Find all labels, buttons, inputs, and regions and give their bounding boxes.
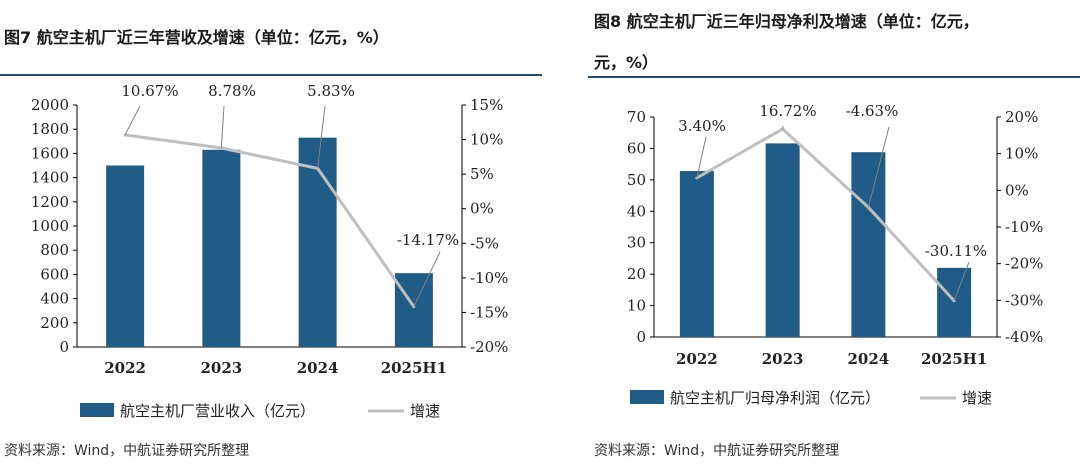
right-y-tick-label: -15% bbox=[470, 303, 508, 321]
data-label: -14.17% bbox=[397, 231, 459, 249]
left-title-rule bbox=[0, 74, 542, 76]
left-y-tick-label: 30 bbox=[627, 234, 646, 252]
data-label: -4.63% bbox=[846, 102, 899, 120]
legend-bar-label: 航空主机厂归母净利润（亿元） bbox=[670, 389, 880, 407]
data-label: 3.40% bbox=[678, 117, 726, 135]
data-label-leader bbox=[953, 261, 970, 301]
x-tick-label: 2023 bbox=[201, 359, 243, 377]
data-label: 8.78% bbox=[208, 82, 256, 100]
growth-line bbox=[124, 133, 416, 308]
bar bbox=[679, 171, 714, 337]
right-y-tick-label: -10% bbox=[470, 269, 508, 287]
left-y-tick-label: 600 bbox=[40, 265, 69, 283]
data-label-leader bbox=[317, 105, 326, 169]
left-y-tick-label: 70 bbox=[627, 108, 646, 126]
left-y-tick-label: 1800 bbox=[31, 120, 69, 138]
right-y-tick-label: 0% bbox=[470, 200, 494, 218]
legend-bar-swatch bbox=[80, 403, 114, 417]
left-y-tick-label: 1200 bbox=[31, 193, 69, 211]
right-y-tick-label: -20% bbox=[470, 338, 508, 356]
right-y-tick-label: -20% bbox=[1005, 255, 1043, 273]
bar bbox=[394, 273, 433, 347]
left-y-tick-label: 1000 bbox=[31, 217, 69, 235]
left-y-tick-label: 10 bbox=[627, 297, 646, 315]
left-y-tick-label: 1600 bbox=[31, 144, 69, 162]
right-y-tick-label: -10% bbox=[1005, 218, 1043, 236]
data-label-leader bbox=[124, 105, 141, 136]
data-label: -30.11% bbox=[925, 242, 987, 260]
bar bbox=[765, 143, 800, 337]
left-y-tick-label: 0 bbox=[59, 338, 69, 356]
right-y-tick-label: 10% bbox=[470, 131, 503, 149]
left-y-tick-label: 2000 bbox=[31, 96, 69, 114]
data-label-leader bbox=[867, 126, 890, 208]
left-y-tick-label: 40 bbox=[627, 202, 646, 220]
x-tick-label: 2024 bbox=[297, 359, 339, 377]
right-y-tick-label: 0% bbox=[1005, 181, 1029, 199]
left-source: 资料来源：Wind，中航证券研究所整理 bbox=[4, 443, 250, 459]
left-y-tick-label: 60 bbox=[627, 139, 646, 157]
data-label-leader bbox=[220, 105, 225, 149]
legend-line-label: 增速 bbox=[962, 389, 992, 407]
data-label: 5.83% bbox=[307, 82, 355, 100]
right-y-tick-label: 5% bbox=[470, 165, 494, 183]
left-y-tick-label: 400 bbox=[40, 290, 69, 308]
left-y-tick-label: 20 bbox=[627, 265, 646, 283]
left-y-tick-label: 1400 bbox=[31, 169, 69, 187]
data-label-leader bbox=[413, 251, 441, 307]
bar bbox=[851, 152, 886, 337]
right-y-tick-label: 10% bbox=[1005, 145, 1038, 163]
left-chart: 200018001600140012001000800600400200015%… bbox=[31, 82, 509, 420]
left-y-tick-label: 0 bbox=[636, 328, 646, 346]
right-chart-title-line2: 元，%） bbox=[594, 53, 659, 72]
x-tick-label: 2022 bbox=[104, 359, 146, 377]
growth-point bbox=[781, 127, 785, 131]
data-label: 10.67% bbox=[121, 82, 178, 100]
right-y-tick-label: -30% bbox=[1005, 291, 1043, 309]
right-y-tick-label: 15% bbox=[470, 96, 503, 114]
legend-bar-swatch bbox=[630, 390, 664, 404]
right-y-tick-label: 20% bbox=[1005, 108, 1038, 126]
right-chart: 70 60 50 40 30 20 10 0 20% 10% 0% -10% -20% -30% -40% 2… bbox=[627, 102, 1044, 407]
left-y-tick-label: 800 bbox=[40, 241, 69, 259]
bar bbox=[202, 149, 241, 347]
growth-line bbox=[696, 127, 956, 302]
legend-line-label: 增速 bbox=[410, 402, 440, 420]
bar bbox=[298, 137, 337, 347]
left-chart-title: 图7 航空主机厂近三年营收及增速（单位：亿元，%） bbox=[4, 28, 389, 47]
right-title-rule bbox=[588, 76, 1080, 78]
x-tick-label: 2024 bbox=[848, 350, 890, 368]
right-y-tick-label: -40% bbox=[1005, 328, 1043, 346]
x-tick-label: 2022 bbox=[676, 350, 718, 368]
left-y-tick-label: 200 bbox=[40, 314, 69, 332]
bar bbox=[106, 165, 145, 347]
left-y-tick-label: 50 bbox=[627, 171, 646, 189]
growth-point bbox=[219, 146, 223, 150]
data-label: 16.72% bbox=[759, 102, 816, 120]
bar bbox=[937, 267, 972, 337]
x-tick-label: 2025H1 bbox=[921, 350, 987, 368]
data-label-leader bbox=[696, 136, 707, 178]
legend-bar-label: 航空主机厂营业收入（亿元） bbox=[120, 402, 315, 420]
right-chart-title-line1: 图8 航空主机厂近三年归母净利及增速（单位：亿元， bbox=[594, 12, 979, 31]
right-source: 资料来源：Wind，中航证券研究所整理 bbox=[594, 443, 840, 459]
x-tick-label: 2025H1 bbox=[381, 359, 447, 377]
x-tick-label: 2023 bbox=[762, 350, 804, 368]
right-y-tick-label: -5% bbox=[470, 234, 499, 252]
